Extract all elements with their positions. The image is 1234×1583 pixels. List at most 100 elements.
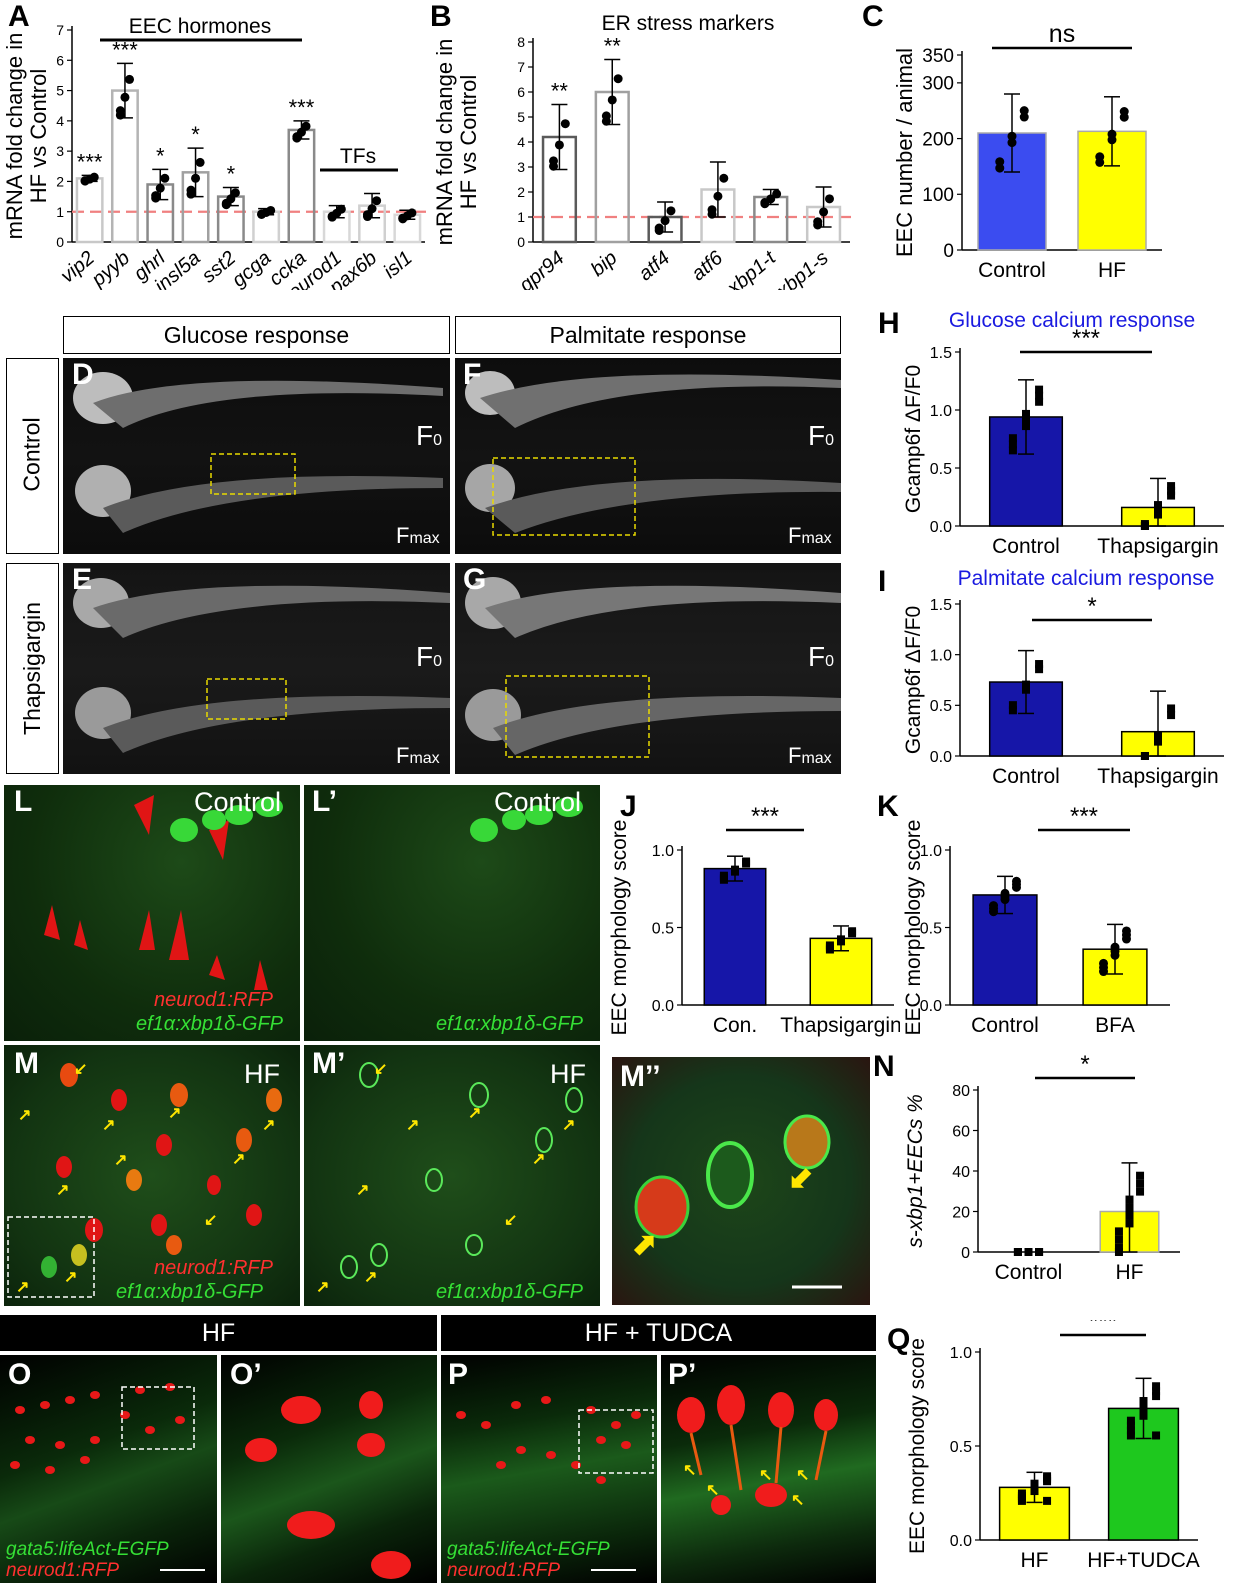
fmax-label-d: Fmax xyxy=(396,523,440,548)
cells-m xyxy=(7,1063,282,1298)
data-point xyxy=(1114,1227,1123,1236)
xbp1-label-l: ef1α:xbp1δ-GFP xyxy=(136,1013,284,1035)
neurod1-label-o: neurod1:RFP xyxy=(6,1560,120,1581)
significance-mark: *** xyxy=(289,95,315,120)
significance-mark: * xyxy=(1080,1051,1089,1078)
y-tick-label: 0.0 xyxy=(920,998,942,1015)
micrograph-m: HF ↙ ↗ ↗ ↗ ↗ ↗ ↗ ↗ ↙ ↗ ↗ neurod1:RFP ef1… xyxy=(4,1045,300,1306)
data-point xyxy=(719,173,729,183)
row-label-control: Control xyxy=(18,417,45,492)
larva-silhouette-g xyxy=(465,577,841,758)
y-tick-label: 0.0 xyxy=(950,1533,972,1550)
y-tick-label: 0 xyxy=(943,241,954,262)
data-point xyxy=(1121,926,1131,936)
y-tick-label: 0.5 xyxy=(652,920,674,937)
arrow-m-8: ↗ xyxy=(56,1182,70,1199)
data-point xyxy=(292,132,302,142)
arrow-mp-3: ↗ xyxy=(468,1105,482,1122)
data-point xyxy=(1167,704,1176,713)
data-point xyxy=(195,157,205,167)
data-point xyxy=(1154,501,1162,510)
arrow-m-6: ↗ xyxy=(114,1152,128,1169)
panel-label-l: L xyxy=(14,785,33,818)
data-point xyxy=(1125,1195,1134,1204)
y-axis-label: EEC morphology score xyxy=(906,1338,929,1554)
data-point xyxy=(1126,1431,1135,1440)
f0-label-e: F0 xyxy=(416,641,443,672)
data-point xyxy=(731,865,739,874)
data-point xyxy=(1167,491,1176,500)
y-tick-label: 1.5 xyxy=(930,597,952,614)
y-tick-label: 0 xyxy=(517,234,525,250)
y-tick-label: 20 xyxy=(952,1204,970,1221)
panel-label-p-prime: P’ xyxy=(668,1358,697,1391)
data-point xyxy=(160,173,170,183)
data-point xyxy=(407,208,417,218)
y-tick-label: 0.5 xyxy=(920,920,942,937)
micrograph-p-prime: ↖ ↖ ↖ ↖ ↖ xyxy=(661,1355,876,1583)
arrow-m-5: ↗ xyxy=(262,1117,276,1134)
category-label: Control xyxy=(978,259,1046,282)
y-tick-label: 80 xyxy=(952,1083,970,1100)
cells-m-prime xyxy=(340,1062,583,1279)
data-point xyxy=(1019,112,1029,122)
panel-label-e: E xyxy=(72,563,93,596)
data-point xyxy=(1152,1387,1161,1396)
data-point xyxy=(1114,1248,1123,1256)
data-point xyxy=(1043,1472,1052,1481)
significance-mark: ns xyxy=(1049,20,1075,48)
fmax-label-g: Fmax xyxy=(788,743,832,768)
y-tick-label: 0.5 xyxy=(950,1439,972,1456)
category-label: Control xyxy=(992,765,1060,788)
arrow-pp-5: ↖ xyxy=(791,1492,805,1509)
data-point xyxy=(1139,1411,1148,1420)
chart-j: 0.0 0.5 1.0 Con. Thapsigargin EEC morphology … xyxy=(608,803,900,1037)
data-point xyxy=(191,173,201,183)
data-point xyxy=(1035,665,1044,674)
y-axis-label: EEC morphology score xyxy=(902,820,925,1036)
cells-p xyxy=(456,1396,654,1571)
arrow-mp-8: ↗ xyxy=(316,1279,330,1296)
data-point xyxy=(1008,446,1017,455)
micrograph-m-prime: HF ↙ ↗ ↗ ↗ ↗ ↗ ↙ ↗ ↗ ef1α:xbp1δ-GFP xyxy=(304,1045,600,1306)
category-label: Thapsigargin xyxy=(780,1014,900,1037)
data-point xyxy=(230,188,240,198)
panel-label-p: P xyxy=(448,1358,469,1391)
data-point xyxy=(1022,409,1030,418)
panel-label-q: Q xyxy=(887,1323,911,1356)
data-point xyxy=(1024,1248,1033,1256)
cells-p-prime xyxy=(677,1385,838,1515)
data-point xyxy=(115,106,125,116)
category-label: Thapsigargin xyxy=(1097,765,1218,788)
chart-title: ER stress markers xyxy=(602,12,775,35)
data-point xyxy=(1152,1431,1161,1440)
data-point xyxy=(1167,486,1176,495)
gata5-label-p: gata5:lifeAct-EGFP xyxy=(447,1539,610,1560)
data-point xyxy=(1125,1219,1134,1228)
y-tick-label: 1.5 xyxy=(930,345,952,362)
data-point xyxy=(825,941,834,950)
category-label: xbp1-t xyxy=(722,246,781,290)
data-point xyxy=(1022,422,1030,431)
significance-mark: *** xyxy=(1072,325,1100,352)
data-point xyxy=(995,157,1005,167)
larva-silhouette-d xyxy=(73,372,443,533)
data-point xyxy=(1035,660,1044,669)
f0-label-g: F0 xyxy=(808,641,835,672)
cells-l-prime xyxy=(470,797,583,842)
arrow-m-7: ↗ xyxy=(232,1151,246,1168)
data-point xyxy=(1000,888,1010,898)
data-point xyxy=(1126,1421,1135,1430)
category-label: Control xyxy=(971,1014,1039,1037)
y-tick-label: 7 xyxy=(56,22,64,38)
arrow-mp-4: ↗ xyxy=(562,1117,576,1134)
y-tick-label: 300 xyxy=(922,74,954,95)
bar xyxy=(287,128,316,244)
data-point xyxy=(155,183,165,193)
panel-label-g: G xyxy=(463,563,487,596)
chart-c: 0 100 200 300 350 Control HF EEC number / anima… xyxy=(892,20,1162,282)
chart-q: 0.0 0.5 1.0 HF HF+TUDCA EEC morphology score *… xyxy=(906,1320,1200,1572)
panel-label-l-prime: L’ xyxy=(312,785,338,818)
significance-mark: *** xyxy=(1070,803,1098,830)
data-point xyxy=(1013,1248,1022,1256)
